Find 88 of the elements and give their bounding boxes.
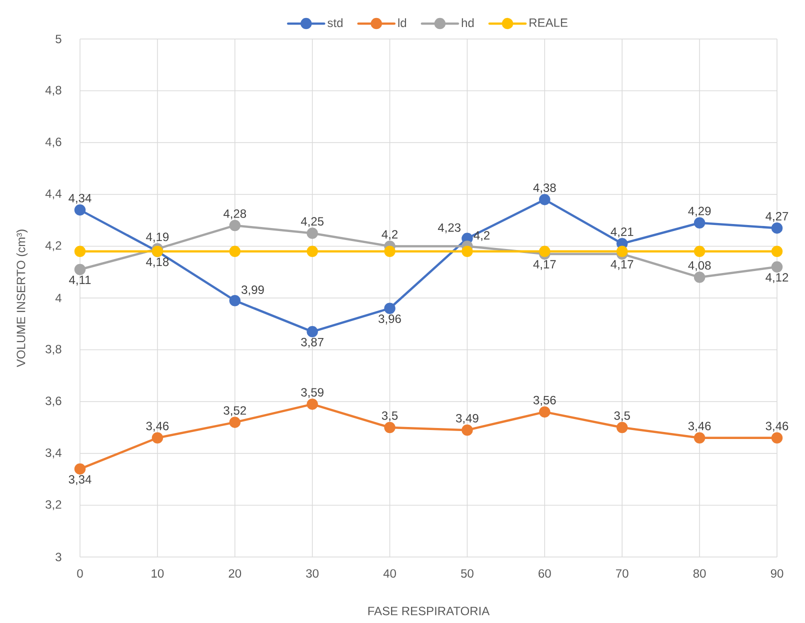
point	[384, 302, 396, 314]
data-label: 4,34	[68, 194, 92, 204]
point	[384, 422, 396, 434]
data-label: 4,12	[766, 273, 788, 284]
data-label: 4,18	[146, 258, 169, 268]
y-tick-label: 3,6	[46, 396, 62, 407]
data-label: 4,38	[533, 183, 556, 194]
point	[462, 424, 473, 436]
point	[694, 217, 706, 229]
legend-label: REALE	[530, 18, 568, 27]
x-tick-label: 0	[77, 569, 83, 578]
data-label: 4,27	[766, 212, 788, 222]
point	[771, 222, 783, 234]
data-label: 4,11	[69, 276, 91, 286]
point	[694, 272, 706, 283]
y-tick-label: 4,4	[45, 190, 62, 200]
y-tick-label: 4,6	[45, 138, 62, 148]
data-label: 3,49	[456, 414, 478, 424]
point	[771, 246, 783, 258]
legend-label: std	[328, 18, 342, 28]
x-tick-label: 80	[693, 569, 706, 578]
point	[539, 406, 550, 418]
point	[384, 246, 396, 258]
data-label: 3,52	[224, 406, 246, 416]
x-tick-label: 60	[538, 569, 551, 578]
x-tick-label: 40	[383, 569, 396, 578]
y-tick-label: 4	[55, 294, 62, 302]
point	[306, 326, 318, 338]
data-label: 4,2	[382, 230, 398, 240]
point	[74, 463, 86, 475]
point	[74, 204, 86, 216]
data-label: 4,17	[610, 260, 634, 270]
data-label: 4,2	[474, 231, 490, 241]
y-tick-label: 4,2	[45, 241, 62, 252]
point	[616, 246, 628, 258]
point	[771, 432, 783, 444]
point	[539, 194, 550, 206]
x-tick-label: 10	[152, 569, 164, 578]
y-tick-label: 4,8	[45, 86, 62, 96]
point	[306, 246, 318, 258]
point	[771, 261, 783, 273]
data-label: 4,29	[688, 206, 711, 217]
data-label: 4,25	[300, 217, 324, 228]
point	[306, 398, 318, 410]
data-label: 4,23	[438, 223, 460, 234]
point	[462, 246, 473, 258]
y-tick-label: 3,8	[46, 344, 62, 355]
data-label: 3,34	[68, 475, 92, 486]
point	[229, 416, 241, 428]
y-tick-label: 3,2	[46, 500, 62, 510]
data-label: 3,46	[146, 422, 169, 432]
data-label: 3,46	[766, 422, 788, 432]
x-tick-label: 90	[770, 569, 784, 578]
data-label: 4,08	[688, 261, 711, 272]
y-tick-label: 3,4	[46, 448, 62, 458]
data-label: 4,19	[146, 232, 169, 243]
point	[616, 422, 628, 434]
x-tick-label: 20	[228, 569, 242, 578]
point	[229, 294, 241, 306]
x-tick-label: 70	[616, 569, 628, 578]
data-label: 3,99	[242, 285, 264, 296]
point	[74, 246, 86, 258]
x-tick-label: 30	[306, 569, 319, 578]
point	[229, 246, 241, 258]
data-label: 3,87	[301, 338, 324, 348]
point	[229, 220, 241, 232]
point	[306, 228, 318, 239]
y-tick-label: 5	[56, 34, 62, 44]
x-axis-title: FASE RESPIRATORIA	[368, 606, 490, 616]
x-tick-label: 50	[461, 569, 474, 578]
legend-label: ld	[398, 18, 406, 28]
point	[694, 246, 706, 258]
data-label: 3,96	[378, 314, 401, 324]
data-label: 3,59	[301, 388, 324, 398]
data-label: 3,46	[688, 422, 711, 432]
y-tick-label: 3	[56, 552, 62, 562]
point	[152, 432, 164, 444]
data-label: 3,5	[382, 411, 398, 422]
point	[74, 264, 86, 276]
data-label: 4,21	[610, 228, 634, 238]
data-label: 4,17	[533, 260, 556, 270]
data-label: 3,56	[533, 396, 556, 406]
point	[694, 432, 706, 444]
y-axis-title: VOLUME INSERTO (cm³)	[16, 230, 28, 368]
point	[539, 246, 550, 258]
data-label: 4,28	[223, 209, 246, 220]
data-label: 3,5	[614, 411, 630, 422]
legend-label: hd	[462, 18, 474, 28]
